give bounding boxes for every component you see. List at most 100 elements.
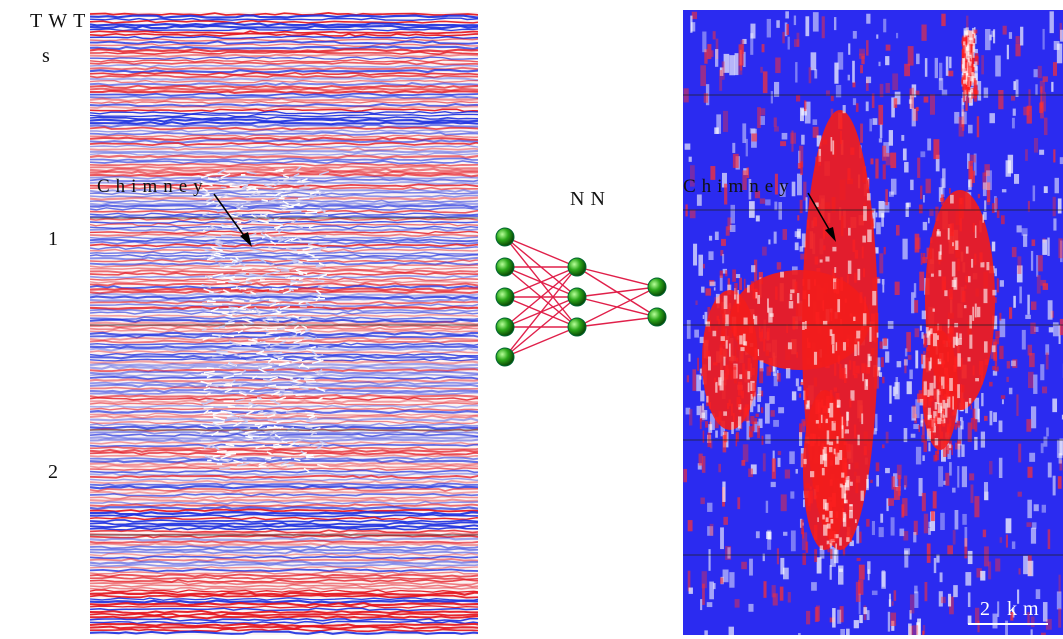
reflector [90,373,478,378]
noise [235,285,242,291]
speckle [1030,629,1033,635]
noise [215,176,222,181]
speckle [890,152,897,169]
speckle [748,426,754,438]
speckle [973,89,977,102]
noise [282,174,290,179]
speckle [686,375,690,383]
noise [260,232,268,238]
speckle [802,321,805,330]
speckle [1016,225,1022,233]
speckle [881,571,886,589]
speckle [767,531,772,540]
speckle [854,272,857,283]
noise [214,446,220,451]
noise [290,176,303,182]
speckle [993,412,997,422]
speckle [704,630,708,635]
reflector [90,557,478,563]
speckle [974,61,978,71]
speckle [998,457,1003,479]
reflector [90,542,478,547]
noise [233,421,242,427]
speckle [866,13,871,24]
speckle [947,443,951,460]
speckle [723,110,729,132]
reflector [90,440,478,446]
speckle [1017,491,1022,497]
speckle [1042,92,1046,112]
speckle [893,590,897,601]
speckle [868,178,870,187]
speckle [826,523,831,529]
speckle [715,430,718,438]
speckle [957,384,960,399]
speckle [800,161,803,176]
speckle [947,593,952,607]
speckle [741,390,745,399]
noise [299,386,309,390]
speckle [849,481,853,486]
speckle [979,252,983,263]
speckle [873,428,877,435]
reflector [90,154,478,160]
speckle [882,164,886,180]
speckle [727,278,730,291]
speckle [1030,616,1035,628]
speckle [886,498,889,512]
speckle [1023,555,1028,575]
noise [204,274,211,280]
noise [273,351,282,355]
speckle [828,446,833,453]
speckle [725,270,728,277]
speckle [737,381,743,396]
speckle [835,438,839,451]
speckle [1002,25,1007,35]
noise [316,213,329,217]
speckle [1027,344,1033,356]
speckle [968,398,972,404]
speckle [715,293,720,304]
speckle [768,239,771,245]
speckle [967,592,971,608]
speckle [734,599,740,608]
speckle [1025,149,1028,161]
noise [222,459,229,463]
reflector [90,165,478,170]
speckle [729,572,735,588]
speckle [705,288,711,296]
noise [241,318,253,324]
speckle [927,138,932,151]
noise [306,420,313,423]
speckle [712,330,717,337]
reflector [90,576,478,581]
noise [206,367,214,370]
speckle [749,324,753,334]
noise [279,375,289,379]
reflector [90,191,478,196]
speckle [1013,81,1016,91]
reflector [90,591,478,597]
noise [203,387,211,391]
speckle [739,335,743,345]
speckle [830,547,836,567]
speckle [904,358,907,374]
speckle [887,611,891,632]
speckle [977,193,981,199]
noise [203,406,214,409]
connection [576,286,658,328]
speckle [1033,374,1038,394]
noise [268,288,280,291]
speckle [918,477,923,497]
speckle [796,352,798,358]
speckle [930,273,934,277]
speckle [846,537,850,542]
speckle [709,581,714,600]
noise [249,273,261,277]
speckle [946,396,951,408]
speckle [740,347,745,352]
speckle [844,298,847,303]
reflector [90,105,478,110]
speckle [723,411,728,416]
speckle [806,219,810,229]
